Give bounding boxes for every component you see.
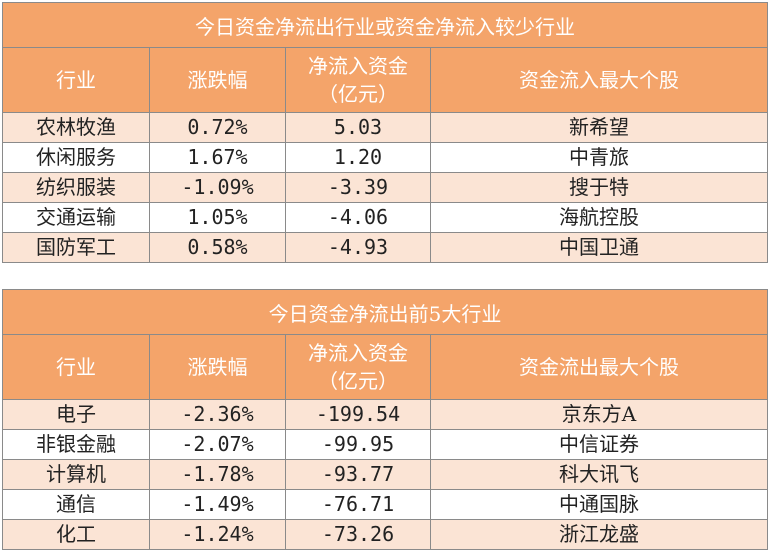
cell-top-stock: 中国卫通 bbox=[430, 232, 768, 263]
cell-top-stock: 中通国脉 bbox=[429, 489, 769, 520]
cell-change: 1.67% bbox=[149, 142, 286, 173]
table-row: 通信 -1.49% -76.71 中通国脉 bbox=[2, 489, 769, 520]
cell-change: -2.07% bbox=[149, 429, 286, 460]
cell-industry: 非银金融 bbox=[2, 429, 150, 460]
cell-industry: 交通运输 bbox=[2, 202, 150, 233]
cell-industry: 电子 bbox=[2, 399, 150, 430]
outflow-table: 今日资金净流出前5大行业 行业 涨跌幅 净流入资金 （亿元） 资金流出最大个股 … bbox=[1, 289, 769, 550]
cell-net-inflow: -4.93 bbox=[285, 232, 431, 263]
table-title: 今日资金净流出行业或资金净流入较少行业 bbox=[2, 2, 768, 48]
header-row: 行业 涨跌幅 净流入资金 （亿元） 资金流出最大个股 bbox=[2, 334, 769, 400]
cell-net-inflow: -4.06 bbox=[285, 202, 431, 233]
cell-net-inflow: -199.54 bbox=[285, 399, 431, 430]
cell-net-inflow: -93.77 bbox=[285, 459, 431, 490]
cell-top-stock: 浙江龙盛 bbox=[429, 519, 769, 550]
cell-top-stock: 中信证券 bbox=[429, 429, 769, 460]
cell-top-stock: 京东方A bbox=[429, 399, 769, 430]
cell-change: -1.49% bbox=[149, 489, 286, 520]
column-header-change: 涨跌幅 bbox=[149, 334, 286, 400]
column-header-industry: 行业 bbox=[2, 47, 150, 113]
cell-industry: 通信 bbox=[2, 489, 150, 520]
cell-net-inflow: 1.20 bbox=[285, 142, 431, 173]
column-header-change: 涨跌幅 bbox=[149, 47, 286, 113]
cell-change: -1.09% bbox=[149, 172, 286, 203]
cell-industry: 国防军工 bbox=[2, 232, 150, 263]
cell-top-stock: 科大讯飞 bbox=[429, 459, 769, 490]
cell-industry: 计算机 bbox=[2, 459, 150, 490]
cell-top-stock: 海航控股 bbox=[430, 202, 768, 233]
table-row: 交通运输 1.05% -4.06 海航控股 bbox=[2, 202, 768, 233]
table-row: 非银金融 -2.07% -99.95 中信证券 bbox=[2, 429, 769, 460]
cell-net-inflow: -76.71 bbox=[285, 489, 431, 520]
cell-industry: 纺织服装 bbox=[2, 172, 150, 203]
cell-industry: 农林牧渔 bbox=[2, 112, 150, 143]
table-row: 电子 -2.36% -199.54 京东方A bbox=[2, 399, 769, 430]
cell-change: 1.05% bbox=[149, 202, 286, 233]
table-row: 计算机 -1.78% -93.77 科大讯飞 bbox=[2, 459, 769, 490]
cell-top-stock: 搜于特 bbox=[430, 172, 768, 203]
column-header-top-stock: 资金流入最大个股 bbox=[430, 47, 768, 113]
table-title: 今日资金净流出前5大行业 bbox=[1, 289, 769, 335]
cell-net-inflow: -99.95 bbox=[285, 429, 431, 460]
column-header-top-stock: 资金流出最大个股 bbox=[429, 334, 769, 400]
table-row: 休闲服务 1.67% 1.20 中青旅 bbox=[2, 142, 768, 173]
table-row: 农林牧渔 0.72% 5.03 新希望 bbox=[2, 112, 768, 143]
cell-top-stock: 中青旅 bbox=[430, 142, 768, 173]
column-header-net-inflow: 净流入资金 （亿元） bbox=[285, 47, 431, 113]
column-header-net-inflow: 净流入资金 （亿元） bbox=[285, 334, 431, 400]
cell-net-inflow: -3.39 bbox=[285, 172, 431, 203]
cell-change: 0.58% bbox=[149, 232, 286, 263]
cell-top-stock: 新希望 bbox=[430, 112, 768, 143]
inflow-table: 今日资金净流出行业或资金净流入较少行业 行业 涨跌幅 净流入资金 （亿元） 资金… bbox=[2, 2, 768, 263]
cell-change: -1.24% bbox=[149, 519, 286, 550]
header-row: 行业 涨跌幅 净流入资金 （亿元） 资金流入最大个股 bbox=[2, 47, 768, 113]
cell-change: 0.72% bbox=[149, 112, 286, 143]
cell-industry: 化工 bbox=[2, 519, 150, 550]
cell-net-inflow: 5.03 bbox=[285, 112, 431, 143]
cell-net-inflow: -73.26 bbox=[285, 519, 431, 550]
table-row: 国防军工 0.58% -4.93 中国卫通 bbox=[2, 232, 768, 263]
column-header-industry: 行业 bbox=[2, 334, 150, 400]
cell-change: -1.78% bbox=[149, 459, 286, 490]
cell-change: -2.36% bbox=[149, 399, 286, 430]
table-row: 化工 -1.24% -73.26 浙江龙盛 bbox=[2, 519, 769, 550]
cell-industry: 休闲服务 bbox=[2, 142, 150, 173]
table-row: 纺织服装 -1.09% -3.39 搜于特 bbox=[2, 172, 768, 203]
